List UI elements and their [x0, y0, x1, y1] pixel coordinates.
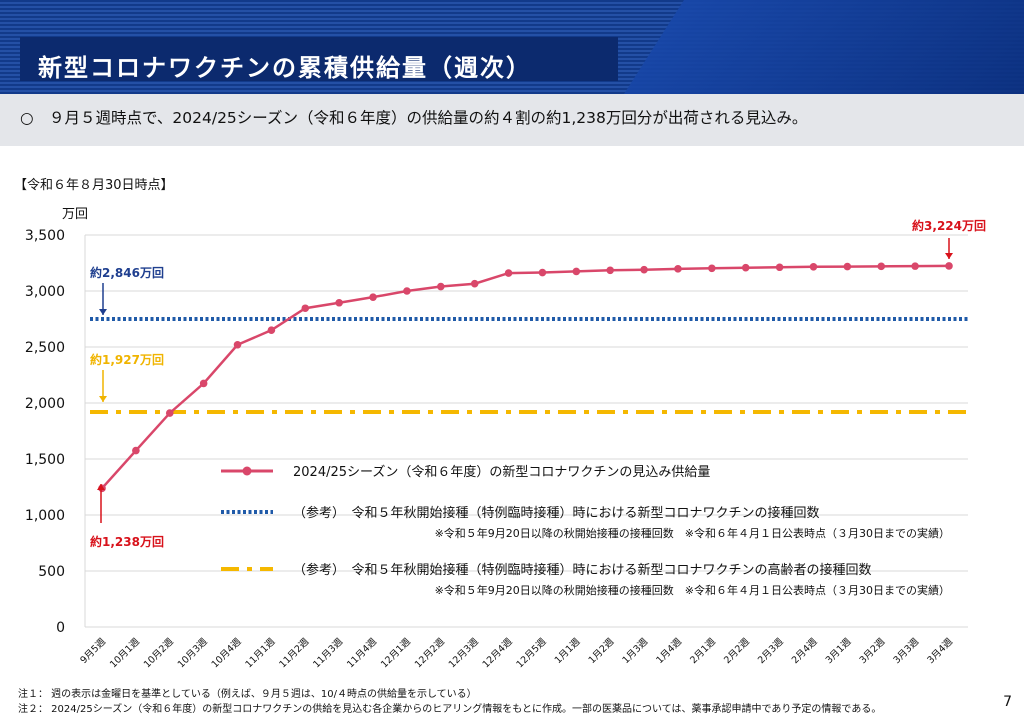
x-tick-label: 12月3週 [446, 635, 481, 670]
header-decoration [624, 0, 1024, 94]
x-tick-label: 2月2週 [721, 635, 752, 666]
y-tick-label: 0 [56, 620, 65, 636]
x-tick-label: 11月4週 [344, 635, 379, 670]
data-point [843, 262, 852, 271]
legend-label-series: 2024/25シーズン（令和６年度）の新型コロナワクチンの見込み供給量 [293, 464, 710, 480]
x-tick-label: 3月2週 [857, 635, 888, 666]
legend-note-ref2: ※令和５年9月20日以降の秋開始接種の接種回数 ※令和６年４月１日公表時点（３月… [435, 583, 950, 597]
data-point [877, 262, 886, 271]
legend: 2024/25シーズン（令和６年度）の新型コロナワクチンの見込み供給量 （参考） … [221, 464, 950, 597]
note-1: 注１： 週の表示は金曜日を基準としている（例えば、９月５週は、10/４時点の供給… [18, 689, 477, 700]
x-tick-label: 3月4週 [925, 635, 956, 666]
note-2: 注２： 2024/25シーズン（令和６年度）の新型コロナワクチンの供給を見込む各… [18, 704, 882, 715]
series-line [98, 262, 953, 493]
x-tick-label: 9月5週 [78, 635, 109, 666]
annotation-last-arrow-head [945, 253, 953, 259]
data-point [437, 282, 445, 291]
annotation-ref1-value: 約2,846万回 [90, 265, 164, 280]
legend-label-ref2: （参考） 令和５年秋開始接種（特例臨時接種）時における新型コロナワクチンの高齢者… [293, 562, 872, 578]
x-tick-label: 11月3週 [311, 635, 346, 670]
y-tick-label: 3,500 [25, 228, 65, 244]
data-point [911, 262, 919, 270]
x-tick-label: 2月3週 [755, 635, 786, 666]
x-tick-label: 10月4週 [209, 635, 244, 670]
data-point [165, 409, 174, 417]
annotation-ref2-arrow-head [99, 396, 107, 402]
data-point [674, 265, 682, 273]
y-tick-label: 3,000 [25, 284, 65, 300]
data-point [335, 298, 343, 307]
data-point [572, 267, 581, 276]
x-tick-label: 1月4週 [654, 635, 685, 666]
data-point [132, 446, 140, 455]
header-bar [0, 0, 1024, 94]
data-point [301, 304, 310, 313]
data-point [538, 268, 547, 277]
legend-note-ref1: ※令和５年9月20日以降の秋開始接種の接種回数 ※令和６年４月１日公表時点（３月… [435, 526, 950, 540]
title-box [20, 37, 618, 81]
data-point [199, 379, 208, 388]
y-axis-label: 万回 [62, 207, 88, 222]
x-tick-label: 1月3週 [620, 635, 651, 666]
y-tick-label: 1,500 [25, 452, 65, 468]
x-tick-label: 2月1週 [687, 635, 718, 666]
legend-label-ref1: （参考） 令和５年秋開始接種（特例臨時接種）時における新型コロナワクチンの接種回… [293, 505, 820, 521]
x-tick-label: 10月2週 [141, 635, 176, 670]
as-of-date: 【令和６年８月30日時点】 [14, 178, 174, 193]
data-point [233, 340, 242, 349]
x-tick-label: 3月1週 [823, 635, 854, 666]
x-tick-label: 11月2週 [277, 635, 312, 670]
data-point [775, 263, 784, 272]
legend-marker-series [242, 466, 252, 476]
grid [84, 234, 968, 628]
annotation-first-value: 約1,238万回 [90, 534, 164, 549]
data-point [640, 265, 648, 274]
data-point [708, 264, 716, 273]
reference-lines [90, 317, 968, 414]
y-axis: 0 500 1,000 1,500 2,000 2,500 3,000 3,500 [25, 228, 65, 636]
y-tick-label: 1,000 [25, 508, 65, 524]
annotation-last-value: 約3,224万回 [912, 218, 986, 233]
x-tick-label: 10月1週 [107, 635, 142, 670]
annotation-ref1-arrow-head [99, 309, 107, 315]
x-tick-label: 12月2週 [412, 635, 447, 670]
data-point [403, 287, 411, 295]
x-tick-label: 11月1週 [243, 635, 278, 670]
data-point [809, 263, 818, 271]
y-tick-label: 500 [38, 564, 65, 580]
data-point [741, 263, 750, 272]
data-point [606, 266, 614, 275]
x-tick-label: 10月3週 [175, 635, 210, 670]
y-tick-label: 2,500 [25, 340, 65, 356]
data-point [504, 269, 513, 277]
summary-box [0, 94, 1024, 146]
annotation-ref2-value: 約1,927万回 [90, 352, 164, 367]
page-number: 7 [1003, 694, 1012, 710]
page-title: 新型コロナワクチンの累積供給量（週次） [38, 54, 532, 82]
data-point [369, 293, 377, 301]
x-tick-label: 12月1週 [378, 635, 413, 670]
data-point [470, 279, 479, 288]
x-tick-label: 12月4週 [480, 635, 515, 670]
summary-text: ○ ９月５週時点で、2024/25シーズン（令和６年度）の供給量の約４割の約1,… [20, 109, 808, 127]
x-tick-label: 2月4週 [789, 635, 820, 666]
x-axis: 9月5週 10月1週 10月2週 10月3週 10月4週 11月1週 11月2週 11月3週 1… [78, 635, 956, 670]
x-tick-label: 12月5週 [514, 635, 549, 670]
data-point [945, 262, 953, 270]
series-path [101, 264, 950, 490]
y-tick-label: 2,000 [25, 396, 65, 412]
data-point [267, 326, 276, 335]
x-tick-label: 1月1週 [552, 635, 583, 666]
annotation-first-arrow-head [97, 484, 105, 490]
x-tick-label: 1月2週 [586, 635, 617, 666]
x-tick-label: 3月3週 [891, 635, 922, 666]
